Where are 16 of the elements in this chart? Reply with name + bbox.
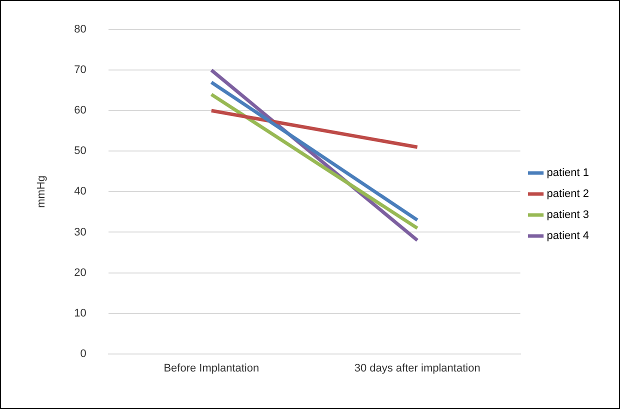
x-tick-label: 30 days after implantation [354,362,480,374]
legend-label: patient 1 [546,167,589,180]
y-tick-label: 40 [74,186,86,198]
legend-label: patient 2 [546,188,589,200]
y-tick-label: 10 [74,307,86,320]
y-tick-label: 80 [74,24,86,36]
y-tick-label: 60 [74,104,86,117]
x-tick-label: Before Implantation [164,362,260,374]
legend-label: patient 4 [546,230,589,242]
y-tick-label: 50 [74,145,86,158]
y-tick-label: 20 [74,266,86,279]
legend-label: patient 3 [546,209,589,222]
y-tick-label: 0 [80,348,86,360]
y-tick-label: 70 [74,64,86,76]
y-axis-title: mmHg [36,176,48,208]
y-tick-label: 30 [74,226,86,238]
